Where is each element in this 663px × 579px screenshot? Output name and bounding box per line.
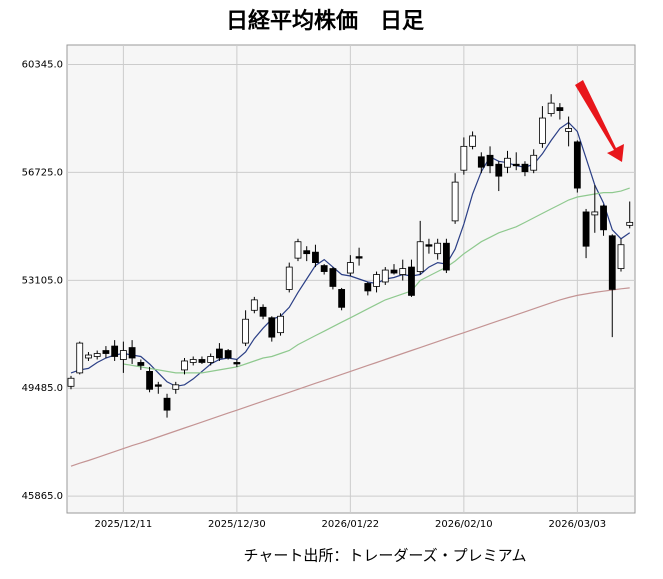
moving-average [70,287,630,467]
candle-body [268,317,276,338]
candle-body [146,371,153,390]
candle-body [608,235,616,290]
candle-body [451,181,459,222]
candle-body [573,141,581,189]
x-tick-label: 2026/02/10 [435,519,493,530]
candle-body [408,266,415,296]
y-tick-label: 49485.0 [22,383,63,394]
candle-body [547,102,555,114]
candle-body [102,350,110,354]
candle-body [442,242,450,271]
candle-body [416,241,424,272]
moving-average [123,187,630,374]
candle-body [364,283,372,292]
candle-body [119,350,127,360]
y-tick-label: 45865.0 [22,491,63,502]
candle-body [565,128,573,132]
y-tick-label: 56725.0 [22,167,63,178]
candle-body [617,244,625,269]
x-tick-label: 2025/12/30 [208,519,266,530]
candle-body [76,342,84,374]
grid [67,45,635,513]
candle-body [137,362,145,366]
candle-body [591,211,599,216]
arrow [575,80,624,162]
candle-body [504,157,511,168]
candle-body [390,269,398,274]
candle-body [285,266,293,290]
candle-body [600,205,607,231]
candle-body [469,135,476,147]
candle-body [259,306,267,317]
candle-body [399,268,407,275]
candle-body [93,353,101,357]
candle-body [154,384,162,387]
candle-body [277,315,284,334]
candle-body [434,242,442,255]
candle-body [303,250,311,255]
candle-body [477,156,485,168]
candle-body [355,256,363,259]
candle-body [338,289,346,308]
candle-body [521,163,529,173]
candle-body [460,145,468,171]
candle-body [294,241,302,259]
candle-body [172,384,180,390]
candle-body [111,345,119,357]
candle-body [329,268,337,287]
candle-body [320,265,328,272]
candle-body [626,221,634,226]
plot-area [66,44,636,514]
candle-body [128,347,136,359]
candle-body [373,274,380,287]
x-tick-label: 2025/12/11 [95,519,153,530]
candle-body [189,359,197,363]
candle-body [233,362,241,365]
candle-body [85,354,92,359]
candle-body [539,117,546,144]
candle-body [556,107,564,111]
candle-body [242,318,250,344]
candle-body [250,299,258,311]
y-tick-label: 60345.0 [22,60,63,71]
x-tick-label: 2026/01/22 [322,519,380,530]
candle-body [512,163,520,167]
marks [67,94,634,467]
candle-body [163,397,171,411]
candle-body [198,359,206,363]
candle-body [181,360,188,371]
candle-body [207,356,215,363]
candle-body [312,251,319,264]
candle-body [530,154,538,171]
chart-title: 日経平均株価 日足 [226,8,424,34]
candle-body [582,211,590,247]
candle-body [486,154,494,167]
candle-body [216,348,223,359]
y-tick-label: 53105.0 [22,275,63,286]
x-tick-label: 2026/03/03 [549,519,607,530]
candle-body [346,262,354,274]
candle-body [381,269,389,283]
candle-body [495,163,503,177]
candle-body [224,350,232,359]
candle-body [67,377,75,387]
candle-body [425,244,433,247]
source: チャート出所：トレーダーズ・プレミアム [243,547,526,565]
